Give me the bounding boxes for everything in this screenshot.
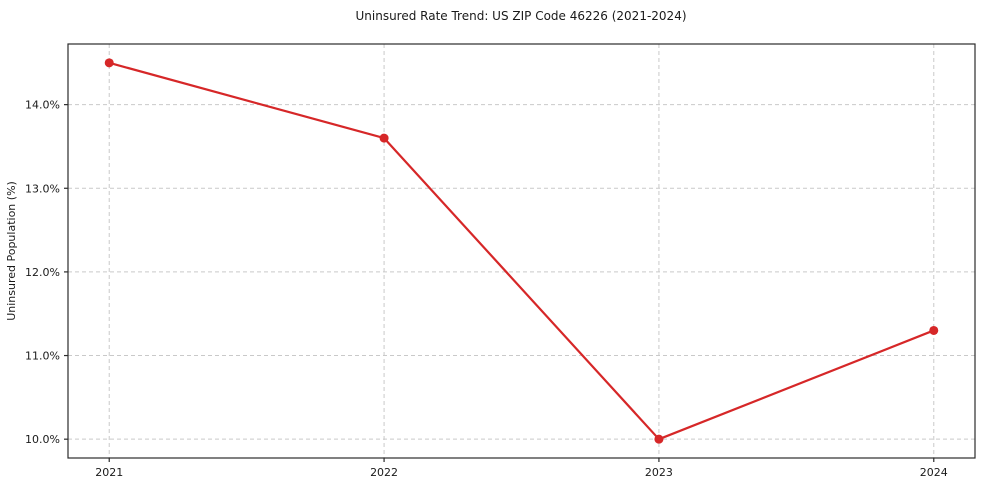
y-tick-label: 12.0%: [25, 266, 60, 279]
y-tick-label: 14.0%: [25, 99, 60, 112]
data-point-marker: [104, 58, 114, 68]
trend-line: [108, 61, 935, 441]
grid-layer: [68, 44, 975, 458]
x-tick-label: 2022: [370, 466, 398, 479]
plot-border: [67, 43, 976, 459]
y-axis-label: Uninsured Population (%): [5, 181, 18, 321]
y-tick-label: 11.0%: [25, 350, 60, 363]
x-tick-label: 2023: [645, 466, 673, 479]
data-point-marker: [929, 325, 939, 335]
x-tick-label: 2024: [920, 466, 948, 479]
data-series: [104, 58, 939, 444]
axes-layer: 10.0% 11.0% 12.0% 13.0% 14.0% 2021 2022 2023 202…: [25, 43, 976, 479]
x-tick-label: 2021: [95, 466, 123, 479]
data-point-marker: [379, 133, 389, 143]
data-point-marker: [654, 434, 664, 444]
chart-title: Uninsured Rate Trend: US ZIP Code 46226 …: [355, 9, 686, 23]
y-tick-label: 10.0%: [25, 433, 60, 446]
y-tick-label: 13.0%: [25, 182, 60, 195]
